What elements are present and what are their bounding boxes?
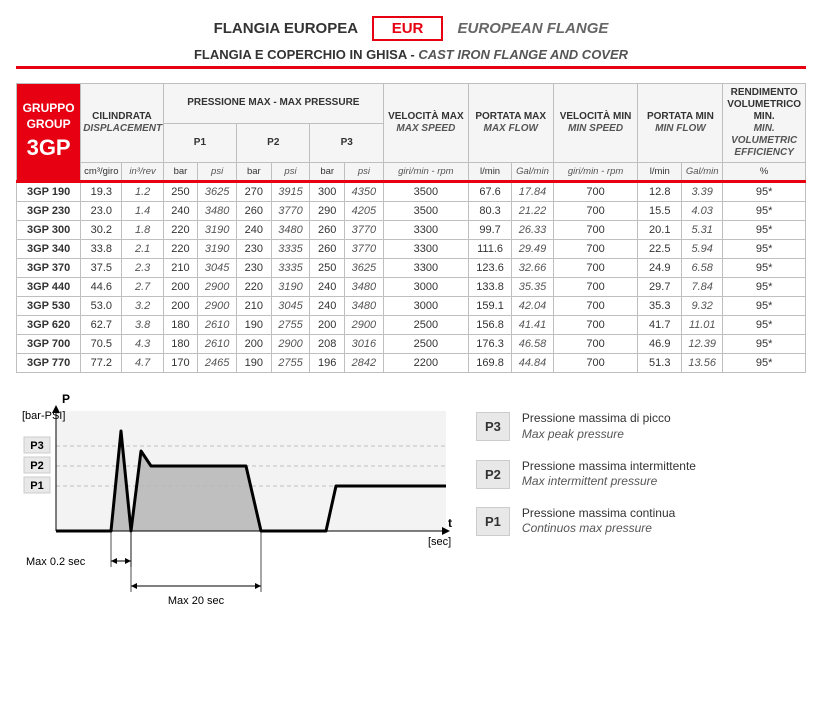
- unit-cm3: cm³/giro: [81, 163, 122, 182]
- legend-key: P3: [476, 412, 510, 441]
- table-row: 3GP 19019.31.225036252703915300435035006…: [17, 182, 806, 202]
- table-body: 3GP 19019.31.225036252703915300435035006…: [17, 182, 806, 373]
- legend-row: P1 Pressione massima continuaContinuos ma…: [476, 506, 806, 537]
- svg-text:P: P: [62, 392, 70, 406]
- pressure-chart: P3P2P1P[bar-PSI]t[sec]Max 0.2 secMax 20 …: [16, 391, 446, 609]
- legend-text: Pressione massima intermittenteMax inter…: [522, 459, 696, 490]
- subtitle-en: CAST IRON FLANGE AND COVER: [418, 47, 628, 62]
- col-p2: P2: [237, 123, 310, 163]
- title-it: FLANGIA EUROPEA: [214, 20, 358, 37]
- unit-rpm: giri/min - rpm: [383, 163, 468, 182]
- svg-text:P3: P3: [30, 440, 43, 452]
- group-header: GRUPPO GROUP 3GP: [17, 84, 81, 182]
- col-eff: RENDIMENTO VOLUMETRICO MIN.MIN. VOLUMETR…: [723, 84, 806, 163]
- table-row: 3GP 44044.62.720029002203190240348030001…: [17, 278, 806, 297]
- svg-text:[sec]: [sec]: [428, 536, 451, 548]
- svg-text:t: t: [448, 516, 452, 530]
- col-p1: P1: [163, 123, 236, 163]
- col-maxflow: PORTATA MAXMAX FLOW: [468, 84, 553, 163]
- legend-text: Pressione massima di piccoMax peak press…: [522, 411, 671, 442]
- table-row: 3GP 77077.24.717024651902755196284222001…: [17, 354, 806, 373]
- legend-key: P1: [476, 507, 510, 536]
- col-pressure: PRESSIONE MAX - MAX PRESSURE: [163, 84, 383, 124]
- col-p3: P3: [310, 123, 383, 163]
- col-minflow: PORTATA MINMIN FLOW: [638, 84, 723, 163]
- chart-area: P3 P2 P1 P [bar-PSI] t [sec] Max 0.2 sec Max 20 …: [16, 391, 806, 609]
- svg-text:Max 0.2 sec: Max 0.2 sec: [26, 556, 86, 568]
- table-row: 3GP 62062.73.818026101902755200290025001…: [17, 316, 806, 335]
- legend-text: Pressione massima continuaContinuos max …: [522, 506, 675, 537]
- legend: P3 Pressione massima di piccoMax peak pre…: [446, 391, 806, 553]
- table-row: 3GP 37037.52.321030452303335250362533001…: [17, 259, 806, 278]
- svg-text:P1: P1: [30, 480, 43, 492]
- table-row: 3GP 70070.54.318026102002900208301625001…: [17, 335, 806, 354]
- legend-row: P2 Pressione massima intermittenteMax int…: [476, 459, 806, 490]
- subtitle-it: FLANGIA E COPERCHIO IN GHISA: [194, 47, 407, 62]
- chart-svg: P3 P2 P1 P [bar-PSI] t [sec] Max 0.2 sec Max 20 …: [16, 391, 456, 606]
- header-line1: FLANGIA EUROPEA EUR EUROPEAN FLANGE: [16, 16, 806, 41]
- col-displacement: CILINDRATA DISPLACEMENT: [81, 84, 164, 163]
- unit-in3: in³/rev: [122, 163, 163, 182]
- svg-text:[bar-PSI]: [bar-PSI]: [22, 410, 65, 422]
- table-row: 3GP 34033.82.122031902303335260377033001…: [17, 240, 806, 259]
- legend-row: P3 Pressione massima di piccoMax peak pre…: [476, 411, 806, 442]
- table-row: 3GP 23023.01.424034802603770290420535008…: [17, 202, 806, 221]
- table-row: 3GP 53053.03.220029002103045240348030001…: [17, 297, 806, 316]
- title-en: EUROPEAN FLANGE: [458, 20, 609, 37]
- spec-table: GRUPPO GROUP 3GP CILINDRATA DISPLACEMENT…: [16, 83, 806, 373]
- red-rule: [16, 66, 806, 69]
- svg-text:Max 20 sec: Max 20 sec: [168, 595, 225, 606]
- table-row: 3GP 30030.21.822031902403480260377033009…: [17, 221, 806, 240]
- col-minspeed: VELOCITÀ MINMIN SPEED: [553, 84, 638, 163]
- title-code: EUR: [372, 16, 444, 41]
- header-line2: FLANGIA E COPERCHIO IN GHISA - CAST IRON…: [16, 47, 806, 62]
- col-maxspeed: VELOCITÀ MAXMAX SPEED: [383, 84, 468, 163]
- svg-text:P2: P2: [30, 460, 43, 472]
- legend-key: P2: [476, 460, 510, 489]
